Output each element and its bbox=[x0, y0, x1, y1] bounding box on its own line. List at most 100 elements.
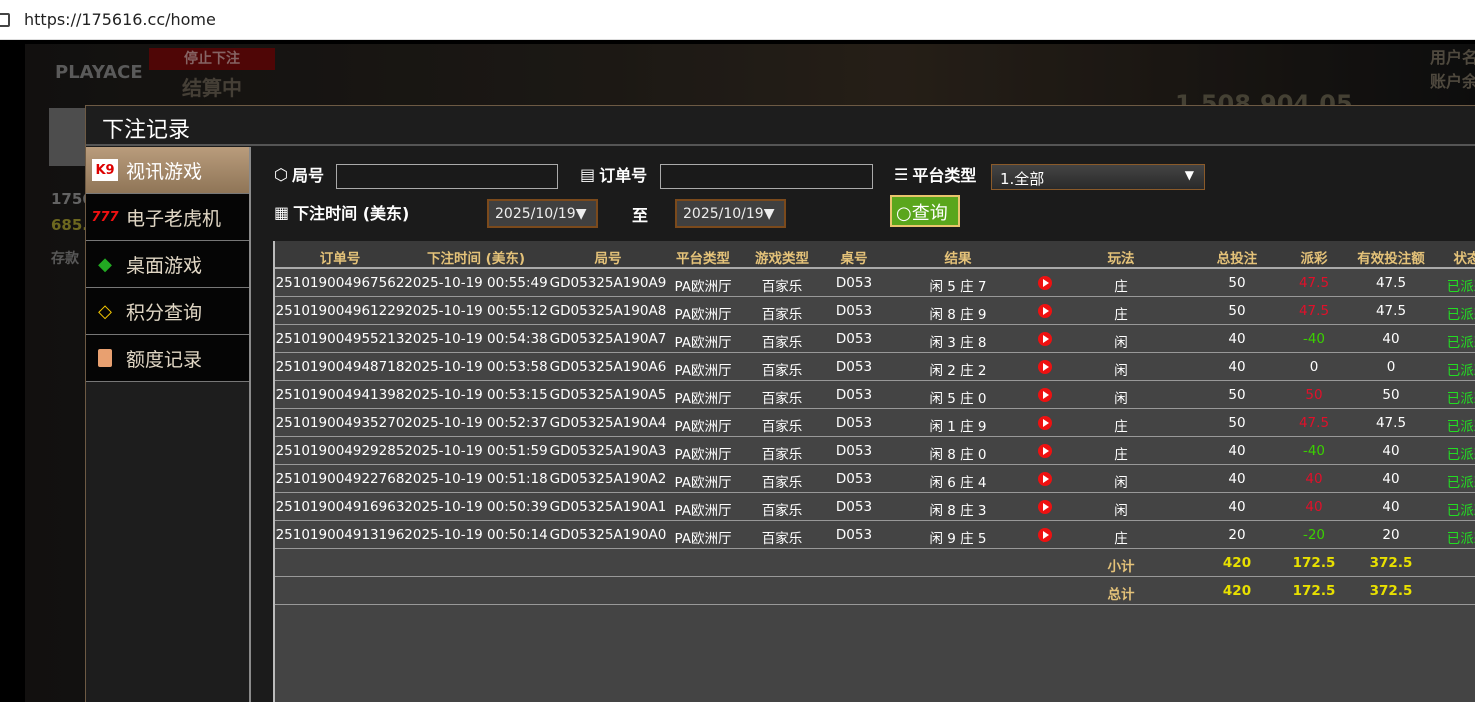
round-id: GD05325A190A3 bbox=[549, 443, 667, 459]
round-id: GD05325A190A5 bbox=[549, 387, 667, 403]
column-header: 平台类型 bbox=[676, 251, 730, 267]
table-id: D053 bbox=[835, 331, 873, 347]
deposit-link[interactable]: 存款 bbox=[51, 251, 79, 267]
clipboard-icon: ▤ bbox=[580, 164, 596, 184]
total-bet: 20 bbox=[1228, 527, 1246, 543]
round-id: GD05325A190A8 bbox=[549, 303, 667, 319]
order-label-text: 订单号 bbox=[599, 166, 648, 185]
platform-select[interactable]: 1.全部 ▼ bbox=[991, 164, 1205, 190]
sidebar-item-live-games[interactable]: K9 视讯游戏 bbox=[86, 147, 249, 194]
url-text[interactable]: https://175616.cc/home bbox=[24, 10, 216, 29]
sidebar-item-table-games[interactable]: ◆ 桌面游戏 bbox=[86, 241, 249, 288]
play-video-icon[interactable] bbox=[1038, 332, 1052, 346]
play-video-icon[interactable] bbox=[1038, 500, 1052, 514]
round-input[interactable] bbox=[336, 164, 558, 189]
column-header: 总投注 bbox=[1216, 251, 1258, 267]
round-id: GD05325A190A1 bbox=[549, 499, 667, 515]
payout: 47.5 bbox=[1298, 303, 1330, 319]
search-icon: ○ bbox=[896, 203, 912, 224]
total-bet: 40 bbox=[1228, 331, 1246, 347]
play-video-icon[interactable] bbox=[1038, 304, 1052, 318]
date-to-picker[interactable]: 2025/10/19▼ bbox=[675, 199, 786, 228]
status: 已派彩 bbox=[1446, 419, 1475, 435]
query-button[interactable]: ○查询 bbox=[890, 195, 960, 227]
table-id: D053 bbox=[835, 275, 873, 291]
document-icon bbox=[92, 347, 118, 369]
subtotal-label: 小计 bbox=[1107, 559, 1135, 575]
platform: PA欧洲厅 bbox=[674, 419, 732, 435]
table-id: D053 bbox=[835, 415, 873, 431]
bet-type: 闲 bbox=[1114, 335, 1128, 351]
sidebar-item-credit-record[interactable]: 额度记录 bbox=[86, 335, 249, 382]
total-bet: 50 bbox=[1228, 387, 1246, 403]
valid-bet: 47.5 bbox=[1375, 303, 1407, 319]
platform: PA欧洲厅 bbox=[674, 447, 732, 463]
round-id: GD05325A190A4 bbox=[549, 415, 667, 431]
sidebar-item-points[interactable]: ◇ 积分查询 bbox=[86, 288, 249, 335]
platform: PA欧洲厅 bbox=[674, 531, 732, 547]
time-label-text: 下注时间 (美东) bbox=[293, 204, 410, 223]
bet-type: 庄 bbox=[1114, 419, 1128, 435]
user-id: 1756 bbox=[51, 190, 93, 208]
round-label-text: 局号 bbox=[291, 166, 324, 185]
valid-bet: 0 bbox=[1386, 359, 1396, 375]
bet-time: 2025-10-19 00:50:14 bbox=[404, 527, 548, 543]
play-video-icon[interactable] bbox=[1038, 276, 1052, 290]
bet-time: 2025-10-19 00:55:12 bbox=[404, 303, 548, 319]
order-id: 251019004913196 bbox=[275, 527, 405, 543]
payout: 40 bbox=[1305, 499, 1323, 515]
order-id: 251019004967562 bbox=[275, 275, 405, 291]
sidebar-item-slots[interactable]: 777 电子老虎机 bbox=[86, 194, 249, 241]
game-type: 百家乐 bbox=[761, 363, 803, 379]
subtotal-total-bet: 420 bbox=[1222, 555, 1252, 571]
bet-type: 闲 bbox=[1114, 363, 1128, 379]
column-header: 结果 bbox=[944, 251, 972, 267]
order-id: 251019004961229 bbox=[275, 303, 405, 319]
game-type: 百家乐 bbox=[761, 335, 803, 351]
diamond-icon: ◇ bbox=[98, 300, 112, 322]
valid-bet: 40 bbox=[1382, 499, 1400, 515]
play-video-icon[interactable] bbox=[1038, 388, 1052, 402]
column-header: 派彩 bbox=[1300, 251, 1328, 267]
browser-address-bar[interactable]: https://175616.cc/home bbox=[0, 0, 1475, 40]
play-video-icon[interactable] bbox=[1038, 444, 1052, 458]
platform: PA欧洲厅 bbox=[674, 503, 732, 519]
result: 闲 5 庄 7 bbox=[929, 279, 987, 295]
payout: 47.5 bbox=[1298, 415, 1330, 431]
round-id: GD05325A190A7 bbox=[549, 331, 667, 347]
total-bet: 40 bbox=[1228, 359, 1246, 375]
sidebar-item-label: 桌面游戏 bbox=[126, 254, 203, 277]
query-label: 查询 bbox=[911, 203, 948, 224]
play-video-icon[interactable] bbox=[1038, 472, 1052, 486]
play-video-icon[interactable] bbox=[1038, 360, 1052, 374]
site-info-icon[interactable] bbox=[0, 12, 10, 27]
payout: -20 bbox=[1302, 527, 1326, 543]
bet-type: 闲 bbox=[1114, 391, 1128, 407]
column-header: 局号 bbox=[594, 251, 622, 267]
status: 已派彩 bbox=[1446, 279, 1475, 295]
play-video-icon[interactable] bbox=[1038, 528, 1052, 542]
play-video-icon[interactable] bbox=[1038, 416, 1052, 430]
sidebar-item-label: 积分查询 bbox=[126, 301, 203, 324]
game-type: 百家乐 bbox=[761, 391, 803, 407]
table-row: 251019004961229 2025-10-19 00:55:12 GD0532… bbox=[275, 297, 1475, 325]
valid-bet: 47.5 bbox=[1375, 415, 1407, 431]
game-type: 百家乐 bbox=[761, 503, 803, 519]
date-from-picker[interactable]: 2025/10/19▼ bbox=[487, 199, 598, 228]
to-label: 至 bbox=[632, 206, 649, 225]
sidebar-item-label: 视讯游戏 bbox=[126, 160, 203, 183]
brand-logo: PLAYACE bbox=[55, 62, 143, 83]
subtotal-row: 小计 420 172.5 372.5 bbox=[275, 549, 1475, 577]
total-bet: 40 bbox=[1228, 471, 1246, 487]
round-id: GD05325A190A2 bbox=[549, 471, 667, 487]
result: 闲 3 庄 8 bbox=[929, 335, 987, 351]
game-type: 百家乐 bbox=[761, 279, 803, 295]
total-bet: 40 bbox=[1228, 443, 1246, 459]
order-input[interactable] bbox=[660, 164, 873, 189]
total-label: 总计 bbox=[1107, 587, 1135, 603]
platform-selected: 1.全部 bbox=[1000, 170, 1045, 188]
order-id: 251019004941398 bbox=[275, 387, 405, 403]
bet-time: 2025-10-19 00:51:18 bbox=[404, 471, 548, 487]
table-row: 251019004916963 2025-10-19 00:50:39 GD0532… bbox=[275, 493, 1475, 521]
result: 闲 1 庄 9 bbox=[929, 419, 987, 435]
